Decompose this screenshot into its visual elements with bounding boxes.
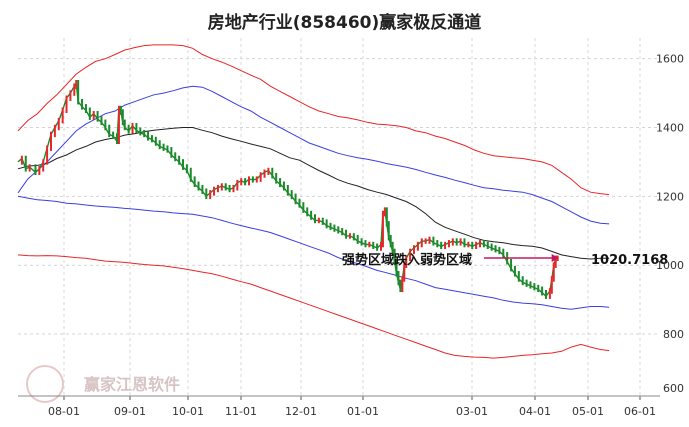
watermark-logo-icon (26, 365, 64, 403)
series-lower_inner-line (17, 195, 610, 310)
x-tick-label: 10-01 (172, 405, 204, 418)
grid-layer (18, 38, 660, 396)
chart-title: 房地产行业(858460)赢家极反通道 (207, 13, 482, 33)
annotation-layer: 强势区域跌入弱势区域 1020.7168 (342, 252, 668, 268)
y-tick-label: 1200 (656, 190, 684, 203)
x-tick-label: 05-01 (572, 405, 604, 418)
x-tick-label: 06-01 (624, 405, 656, 418)
y-tick-label: 600 (663, 382, 684, 395)
watermark-text: 赢家江恩软件 (84, 375, 180, 394)
signal-arrow-icon (551, 254, 559, 263)
value-label: 1020.7168 (591, 253, 668, 268)
x-tick-label: 01-01 (347, 405, 379, 418)
y-tick-label: 1600 (656, 53, 684, 66)
series-upper_outer-line (17, 44, 610, 196)
x-tick-label: 04-01 (519, 405, 551, 418)
y-tick-label: 800 (663, 328, 684, 341)
y-tick-label: 1000 (656, 259, 684, 272)
axis-layer: 600 800 1000 1200 1400 1600 08-01 09-01 10-01 11-… (18, 53, 684, 418)
x-tick-label: 09-01 (114, 405, 146, 418)
watermark: 赢家江恩软件 (26, 365, 180, 403)
x-tick-label: 08-01 (48, 405, 80, 418)
x-tick-label: 11-01 (225, 405, 257, 418)
signal-text: 强势区域跌入弱势区域 (342, 252, 472, 268)
x-tick-label: 12-01 (285, 405, 317, 418)
series-layer (17, 44, 610, 359)
series-lower_outer-line (17, 254, 610, 359)
x-tick-label: 03-01 (456, 405, 488, 418)
series-upper_inner-line (17, 85, 610, 225)
series-middle-line (17, 127, 610, 260)
y-tick-label: 1400 (656, 122, 684, 135)
